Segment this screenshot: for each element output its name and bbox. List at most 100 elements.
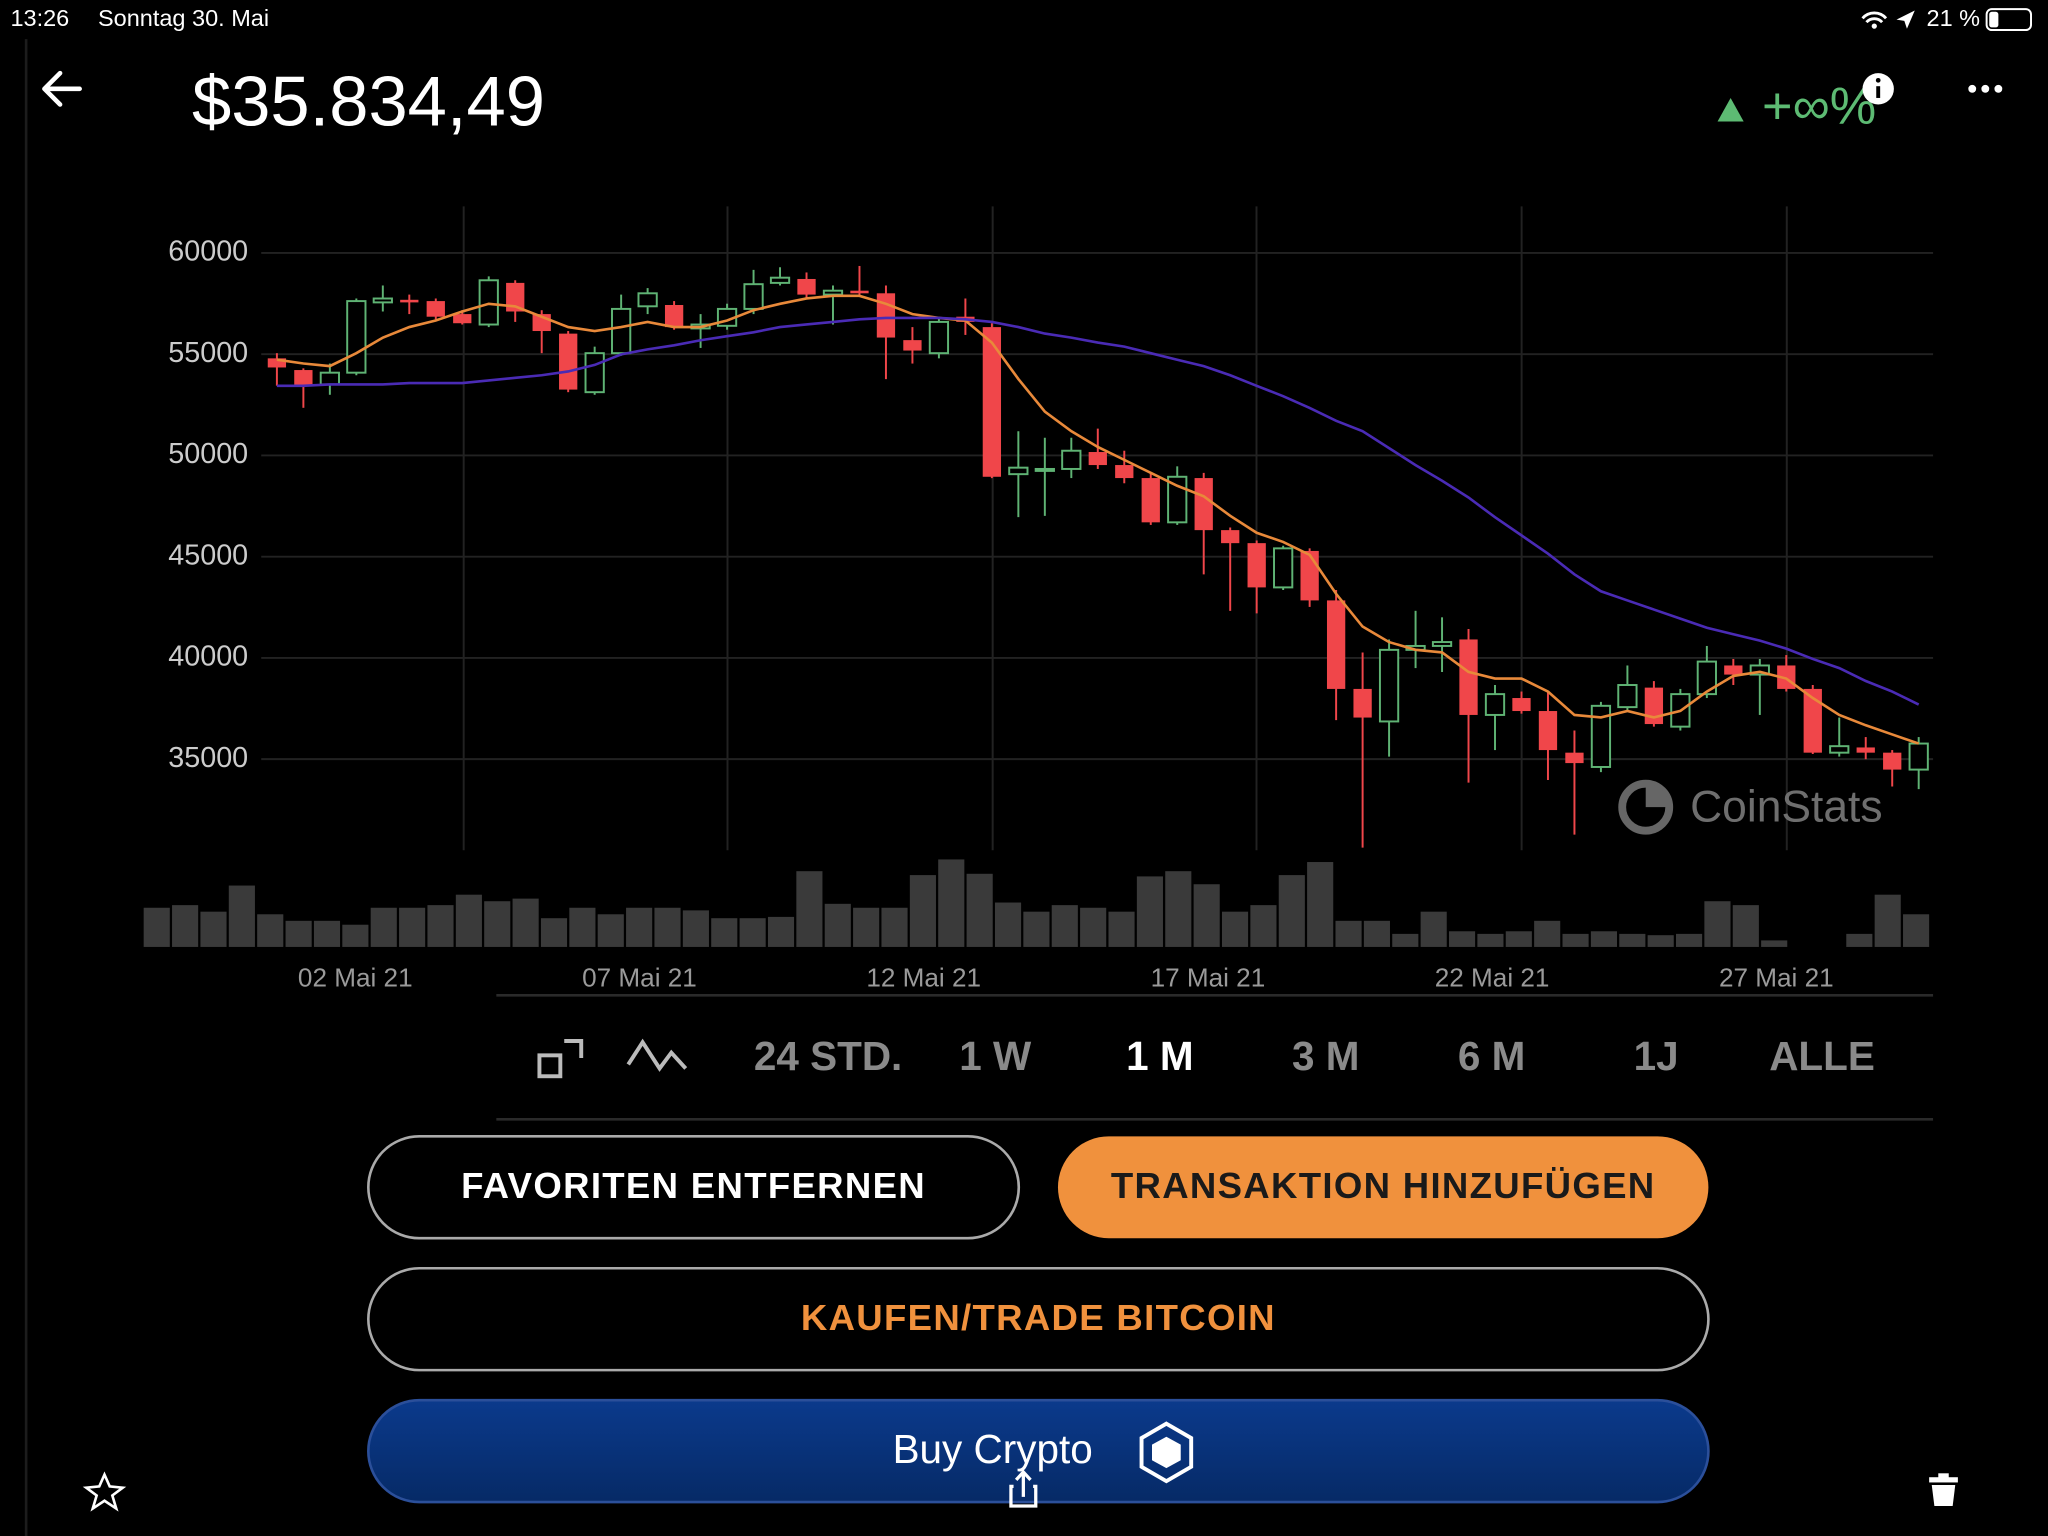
price: $35.834,49 [192, 62, 545, 141]
candle-body [1617, 684, 1638, 709]
candle-body [400, 299, 419, 303]
volume-bar [257, 914, 284, 947]
back-button[interactable] [42, 70, 82, 107]
volume-bar [399, 907, 426, 947]
volume-bar [1477, 933, 1504, 947]
time-range-tabs: 24 STD. 1 W 1 M 3 M 6 M 1J ALLE [754, 1033, 1875, 1079]
line-chart-button[interactable] [626, 1038, 688, 1072]
candle-body [1300, 550, 1319, 601]
volume-bar [1448, 931, 1476, 947]
delete-button[interactable] [1929, 1473, 1958, 1506]
candle-body [850, 290, 869, 294]
volume-bar [1193, 884, 1220, 947]
time-range-tab[interactable]: 24 STD. [754, 1033, 902, 1079]
volume-bar [1250, 905, 1277, 947]
volume-bar [682, 910, 709, 947]
candle-body [1247, 543, 1266, 588]
candle-body [1088, 452, 1107, 466]
candle-body [1565, 752, 1584, 764]
candle-body [1644, 687, 1664, 725]
candle-body [1459, 639, 1478, 715]
info-button[interactable] [1862, 73, 1894, 105]
candle-body [1008, 466, 1029, 476]
candle-body [1908, 742, 1929, 771]
volume-bar [909, 875, 936, 947]
volume-bar [1619, 933, 1646, 947]
y-tick-label: 40000 [168, 641, 248, 673]
volume-bar [1080, 907, 1107, 947]
volume-bar [1676, 933, 1703, 947]
volume-bar [285, 920, 312, 947]
volume-bar [1903, 914, 1930, 947]
volume-bar [228, 885, 255, 947]
candle-body [1538, 711, 1558, 751]
candle-body [506, 282, 525, 312]
volume-bar [1221, 911, 1249, 947]
battery-label: 21 % [1927, 5, 1981, 31]
volume-bar [654, 907, 681, 947]
more-button[interactable] [1968, 84, 2003, 93]
volume-bar [767, 916, 795, 947]
candle-body [1034, 467, 1055, 472]
share-button[interactable] [1009, 1469, 1038, 1508]
time-range-tab[interactable]: 1 M [1126, 1033, 1193, 1079]
x-tick-label: 27 Mai 21 [1719, 962, 1834, 992]
candle-body [294, 370, 313, 386]
status-icons [1861, 8, 2032, 32]
volume-bar [200, 911, 227, 947]
candle-body [1115, 465, 1134, 479]
volume-bar [569, 907, 596, 947]
volume-bar [1335, 920, 1362, 947]
candle-body [267, 358, 287, 368]
time-range-tab[interactable]: ALLE [1769, 1033, 1875, 1079]
candle-body [1856, 747, 1875, 753]
favorite-star[interactable] [82, 1471, 127, 1512]
volume-bar [1761, 940, 1788, 947]
y-tick-label: 35000 [168, 742, 248, 774]
buy-crypto-button[interactable]: Buy Crypto [367, 1398, 1710, 1504]
volume-bar [626, 907, 653, 947]
time-range-tab[interactable]: 3 M [1292, 1033, 1359, 1079]
time-range-tab[interactable]: 6 M [1458, 1033, 1525, 1079]
volume-bar [824, 903, 851, 947]
candle-body [982, 327, 1002, 477]
volume-bar [1108, 911, 1135, 947]
candle-body [1194, 478, 1213, 531]
volume-bar [1023, 911, 1050, 947]
time-range-tab[interactable]: 1 W [959, 1033, 1032, 1079]
volume-bar [1420, 911, 1447, 947]
volume-bar [1534, 920, 1561, 947]
candle-body [478, 279, 499, 326]
volume-bar [1846, 933, 1873, 947]
candle-body [1696, 660, 1717, 696]
candle-body [559, 333, 578, 390]
candle-body [426, 301, 445, 317]
volume-bar [1590, 931, 1618, 947]
candle-body [453, 314, 472, 324]
add-transaction-button[interactable]: TRANSAKTION HINZUFÜGEN [1057, 1136, 1709, 1239]
volume-bar [143, 907, 170, 947]
remove-favorite-button[interactable]: FAVORITEN ENTFERNEN [367, 1135, 1021, 1240]
watermark-text: CoinStats [1690, 783, 1882, 832]
volume-bar [1647, 935, 1674, 947]
candle-body [1378, 648, 1400, 723]
trade-button[interactable]: KAUFEN/TRADE BITCOIN [367, 1266, 1710, 1372]
candle-body [1484, 693, 1506, 716]
candle-body [876, 293, 896, 338]
x-tick-label: 22 Mai 21 [1435, 962, 1550, 992]
y-tick-label: 55000 [168, 337, 248, 369]
status-time: 13:26 [10, 5, 69, 31]
candle-body [1749, 664, 1770, 676]
time-range-tab[interactable]: 1J [1634, 1033, 1679, 1079]
volume-bar [966, 873, 993, 947]
crypto-logo-inner [1152, 1436, 1181, 1469]
candle-body [903, 340, 922, 351]
watermark: CoinStats [1618, 779, 1883, 835]
moving-average-line [276, 294, 1920, 745]
expand-button[interactable] [537, 1039, 584, 1079]
candle-body [319, 371, 340, 386]
volume-bar [1562, 933, 1589, 947]
price-change: +∞% [1762, 78, 1876, 136]
